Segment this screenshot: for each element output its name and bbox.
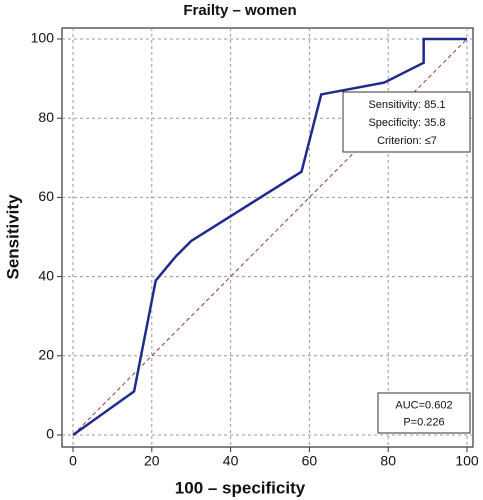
annotation: AUC=0.602: [395, 399, 452, 411]
annotation: P=0.226: [403, 416, 444, 428]
x-tick-label: 40: [223, 453, 239, 469]
annotation-box: [377, 392, 471, 434]
x-tick-label: 100: [455, 453, 479, 469]
x-tick-label: 0: [69, 453, 77, 469]
y-tick-label: 0: [46, 426, 54, 442]
y-tick-label: 80: [38, 109, 54, 125]
annotation: Specificity: 35.8: [368, 117, 445, 129]
x-axis-label: 100 – specificity: [175, 478, 306, 497]
annotation: Criterion: ≤7: [377, 135, 437, 147]
chart-title: Frailty – women: [183, 2, 296, 19]
annotation: Sensitivity: 85.1: [368, 99, 445, 111]
annotation-box: [342, 91, 471, 153]
y-tick-label: 60: [38, 188, 54, 204]
x-tick-label: 60: [302, 453, 318, 469]
roc-curve: [72, 37, 467, 437]
x-tick-label: 20: [144, 453, 160, 469]
plot-frame: [61, 27, 474, 448]
y-tick-label: 100: [31, 30, 55, 46]
y-tick-label: 20: [38, 347, 54, 363]
y-axis-label: Sensitivity: [3, 194, 22, 280]
y-tick-label: 40: [38, 267, 54, 283]
x-tick-label: 80: [380, 453, 396, 469]
